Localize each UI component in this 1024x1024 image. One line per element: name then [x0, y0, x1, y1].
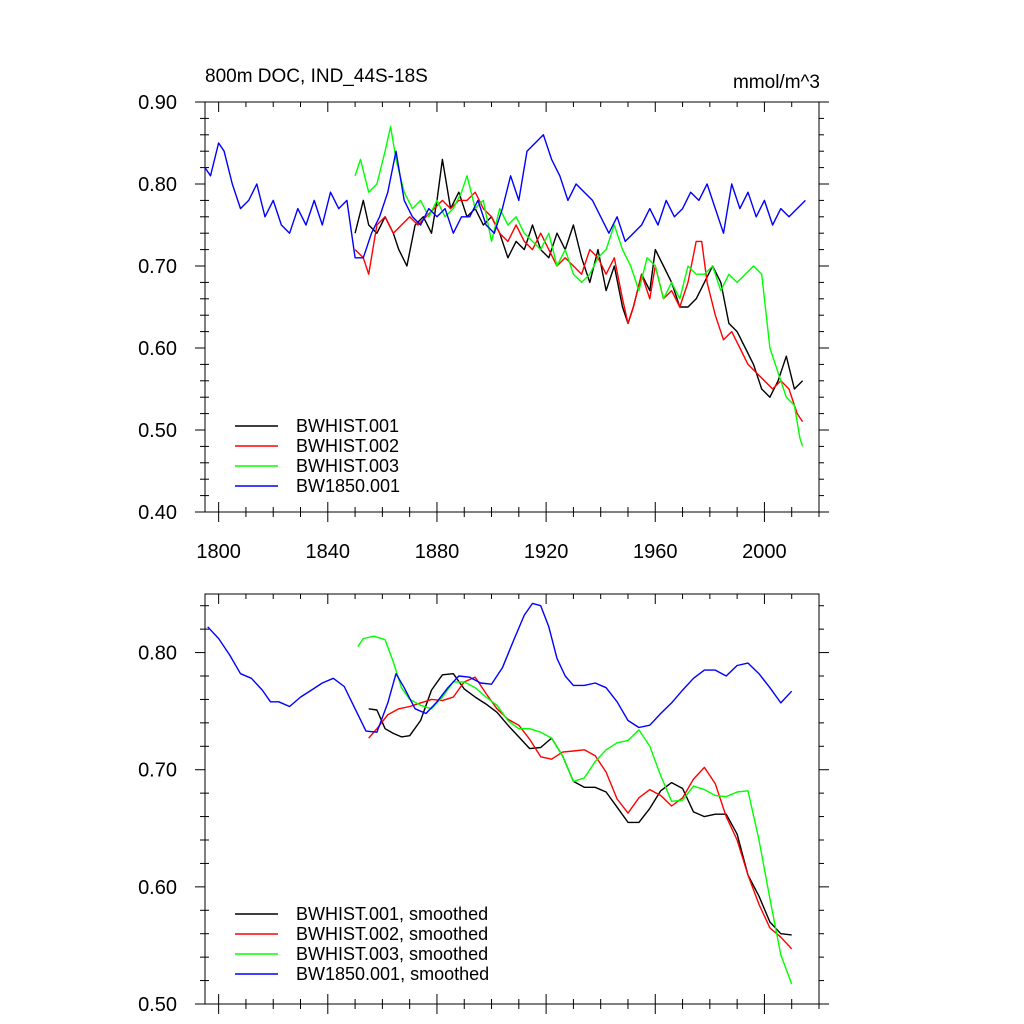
legend-label: BWHIST.002, smoothed — [296, 924, 488, 944]
y-tick-label: 0.90 — [138, 92, 177, 114]
y-tick-label: 0.70 — [138, 256, 177, 278]
tick-marks — [195, 594, 829, 1014]
x-tick-label: 1880 — [415, 541, 460, 563]
x-tick-label: 1920 — [524, 541, 569, 563]
series-line-3 — [207, 602, 793, 733]
y-tick-label: 0.80 — [138, 174, 177, 196]
bottom-panel: 0.500.600.700.80 BWHIST.001, smoothedBWH… — [138, 593, 829, 1016]
legend-label: BWHIST.002 — [296, 436, 399, 456]
y-tick-label: 0.60 — [138, 338, 177, 360]
y-tick-labels: 0.50 0.60 0.70 0.80 — [138, 643, 177, 1016]
legend-label: BWHIST.003, smoothed — [296, 944, 488, 964]
series-lines — [207, 602, 793, 985]
chart-title: 800m DOC, IND_44S-18S — [205, 66, 428, 87]
x-tick-label: 1840 — [306, 541, 351, 563]
series-line-1 — [354, 191, 804, 423]
series-line-3 — [204, 134, 806, 259]
tick-marks — [195, 101, 829, 522]
y-tick-label: 0.50 — [138, 994, 177, 1016]
series-line-1 — [368, 676, 793, 950]
series-line-0 — [354, 158, 804, 398]
legend-label: BWHIST.001 — [296, 416, 399, 436]
units-label: mmol/m^3 — [733, 72, 820, 93]
y-tick-labels: 0.40 0.50 0.60 0.70 0.80 0.90 — [138, 92, 177, 524]
x-tick-label: 1800 — [196, 541, 241, 563]
plot-frame — [204, 593, 820, 1005]
legend-label: BWHIST.001, smoothed — [296, 904, 488, 924]
y-tick-label: 0.50 — [138, 420, 177, 442]
legend-label: BW1850.001, smoothed — [296, 964, 489, 984]
plot-frame — [204, 101, 820, 513]
legend-label: BWHIST.003 — [296, 456, 399, 476]
x-tick-label: 2000 — [742, 541, 787, 563]
series-line-2 — [357, 635, 793, 985]
x-tick-label: 1960 — [633, 541, 678, 563]
y-tick-label: 0.60 — [138, 877, 177, 899]
series-line-2 — [354, 125, 804, 447]
x-tick-labels: 1800 1840 1880 1920 1960 2000 — [196, 541, 786, 563]
y-tick-label: 0.80 — [138, 643, 177, 665]
series-line-0 — [368, 673, 792, 936]
legend-label: BW1850.001 — [296, 476, 400, 496]
series-lines — [204, 125, 806, 447]
top-panel: 800m DOC, IND_44S-18S mmol/m^3 1800 1840 1… — [138, 66, 829, 563]
y-tick-label: 0.70 — [138, 760, 177, 782]
y-tick-label: 0.40 — [138, 502, 177, 524]
